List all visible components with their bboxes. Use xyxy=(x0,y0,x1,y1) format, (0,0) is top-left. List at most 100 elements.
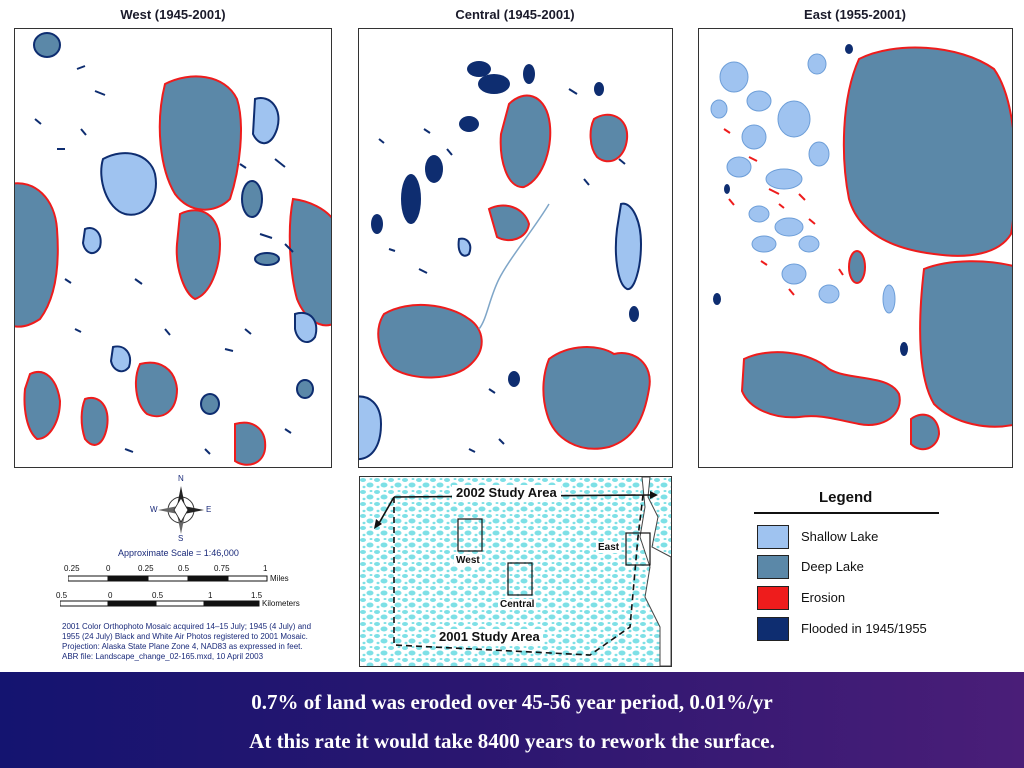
study-area-2001-boundary xyxy=(393,494,644,656)
west-shallow-lake-4 xyxy=(109,345,131,373)
compass-rose: N S W E xyxy=(150,474,212,543)
central-map-graphic xyxy=(359,61,651,461)
west-deep-lake-2 xyxy=(158,75,242,211)
km-unit: Kilometers xyxy=(262,599,300,608)
central-flooded-10 xyxy=(629,306,639,322)
east-deep-lake-2 xyxy=(919,260,1012,428)
km-tick-4: 1 xyxy=(208,591,213,600)
west-deep-lake-7 xyxy=(134,361,179,418)
east-shallow-lake-5 xyxy=(726,156,752,178)
study-area-inset-map: 2002 Study Area 2001 Study Area West Cen… xyxy=(359,476,672,667)
compass-rose-icon xyxy=(158,486,204,534)
compass-e: E xyxy=(206,505,212,514)
compass-w: W xyxy=(150,505,158,514)
central-deep-lake-4 xyxy=(542,346,651,450)
central-flooded-7 xyxy=(371,214,383,234)
west-deep-lake-8 xyxy=(234,421,267,466)
study-area-2002-label: 2002 Study Area xyxy=(452,485,561,500)
central-deep-lake-2 xyxy=(589,113,629,163)
east-shallow-lake-3 xyxy=(777,100,811,138)
west-small-lake-5 xyxy=(254,252,280,266)
caption-line-2: At this rate it would take 8400 years to… xyxy=(249,729,775,753)
east-deep-lake-3 xyxy=(740,351,901,426)
central-deep-lake-3 xyxy=(377,303,483,379)
compass-s: S xyxy=(178,534,184,543)
west-deep-lake-3 xyxy=(175,209,222,301)
caption-line-1: 0.7% of land was eroded over 45-56 year … xyxy=(251,690,773,714)
east-shallow-lake-7 xyxy=(808,141,830,167)
miles-scale-bar xyxy=(68,575,268,582)
shallow-lake-swatch xyxy=(757,525,789,549)
east-shallow-lake-1 xyxy=(719,61,749,93)
miles-tick-6: 1 xyxy=(263,564,268,573)
west-small-lake-2 xyxy=(241,180,263,218)
east-study-box xyxy=(625,532,651,566)
east-shallow-lake-11 xyxy=(798,235,820,253)
central-flooded-3 xyxy=(467,61,491,77)
km-tick-3: 0.5 xyxy=(152,591,164,600)
miles-tick-4: 0.5 xyxy=(178,564,190,573)
east-shallow-lake-14 xyxy=(807,53,827,75)
central-shallow-lake-2 xyxy=(614,202,643,290)
notes-line-1: 2001 Color Orthophoto Mosaic acquired 14… xyxy=(62,622,312,631)
central-flooded-4 xyxy=(478,74,510,94)
east-deep-lake-5 xyxy=(848,250,866,284)
west-small-lake-4 xyxy=(296,379,314,399)
inset-east-label: East xyxy=(596,542,622,553)
km-scale-bar xyxy=(60,600,260,607)
east-shallow-lake-10 xyxy=(751,235,777,253)
slide-content: West (1945-2001) Central (1945-2001) Eas… xyxy=(0,0,1024,672)
central-shallow-lake-1 xyxy=(359,395,383,461)
west-map-graphic xyxy=(15,32,331,466)
caption-bar: 0.7% of land was eroded over 45-56 year … xyxy=(0,672,1024,768)
west-study-box xyxy=(457,518,483,552)
map-notes: 2001 Color Orthophoto Mosaic acquired 14… xyxy=(62,622,352,662)
west-deep-lake-4 xyxy=(288,197,331,327)
west-map xyxy=(14,28,332,468)
compass-n: N xyxy=(178,474,184,483)
east-shallow-lake-4 xyxy=(741,124,767,150)
legend-label-deep-lake: Deep Lake xyxy=(801,559,864,574)
notes-line-3: Projection: Alaska State Plane Zone 4, N… xyxy=(62,642,303,651)
east-map xyxy=(698,28,1013,468)
west-deep-lake-1 xyxy=(15,182,59,328)
east-shallow-lake-16 xyxy=(882,284,896,314)
notes-line-4: ABR file: Landscape_change_02-165.mxd, 1… xyxy=(62,652,264,661)
deep-lake-swatch xyxy=(757,555,789,579)
west-shallow-lake-1 xyxy=(100,152,157,216)
central-deep-lake-1 xyxy=(499,94,552,189)
east-shallow-lake-15 xyxy=(710,99,728,119)
km-tick-1: 0.5 xyxy=(56,591,68,600)
miles-unit: Miles xyxy=(270,574,289,583)
east-deep-lake-1 xyxy=(842,46,1012,257)
miles-tick-3: 0.25 xyxy=(138,564,154,573)
east-shallow-lake-2 xyxy=(746,90,772,112)
west-shallow-lake-5 xyxy=(294,311,318,344)
erosion-swatch xyxy=(757,586,789,610)
legend-label-shallow-lake: Shallow Lake xyxy=(801,529,879,544)
inset-central-label: Central xyxy=(498,599,537,610)
miles-tick-2: 0 xyxy=(106,564,111,573)
miles-tick-1: 0.25 xyxy=(64,564,80,573)
east-shallow-lake-12 xyxy=(781,263,807,285)
central-panel-title: Central (1945-2001) xyxy=(455,7,575,22)
km-tick-5: 1.5 xyxy=(251,591,263,600)
central-flooded-8 xyxy=(523,64,535,84)
west-small-lake-1 xyxy=(33,32,61,58)
inset-west-label: West xyxy=(454,555,482,566)
west-shallow-lake-2 xyxy=(251,97,280,145)
east-shallow-lake-6 xyxy=(765,168,803,190)
east-deep-lake-4 xyxy=(910,413,941,451)
central-flooded-5 xyxy=(459,116,479,132)
east-shallow-lake-13 xyxy=(818,284,840,304)
central-flooded-2 xyxy=(425,155,443,183)
miles-tick-5: 0.75 xyxy=(214,564,230,573)
approximate-scale: Approximate Scale = 1:46,000 xyxy=(118,548,239,558)
central-deep-lake-5 xyxy=(487,204,531,242)
central-map xyxy=(358,28,673,468)
west-deep-lake-5 xyxy=(23,371,62,441)
west-shallow-lake-3 xyxy=(81,227,102,255)
east-shallow-lake-8 xyxy=(748,205,770,223)
km-tick-2: 0 xyxy=(108,591,113,600)
legend-label-erosion: Erosion xyxy=(801,590,846,605)
